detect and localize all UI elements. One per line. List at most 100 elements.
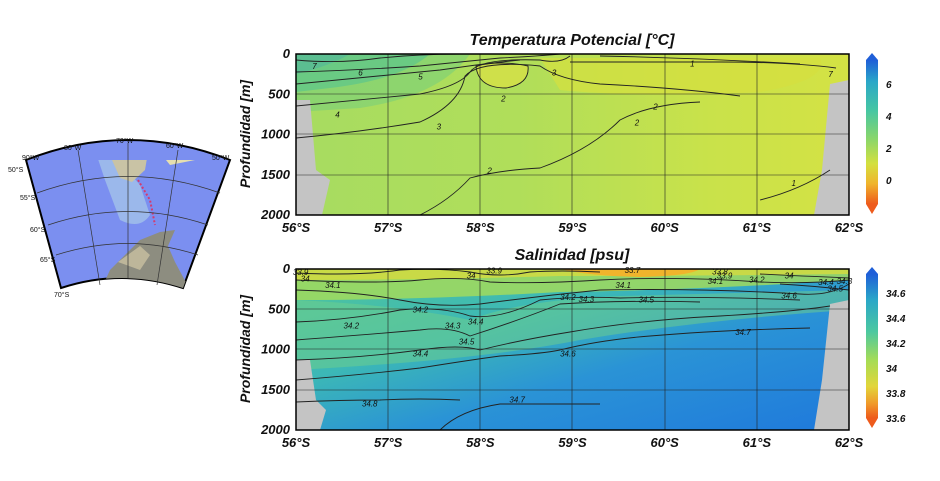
map-lat-label: 50°S bbox=[8, 166, 24, 174]
temperature-cold-lens bbox=[476, 63, 529, 88]
temperature-colorbar-tick-label: 2 bbox=[885, 144, 892, 155]
map-lat-label: 70°S bbox=[54, 291, 70, 299]
temperature-contours bbox=[296, 54, 837, 215]
temperature-y-tick-label: 0 bbox=[283, 46, 291, 61]
salinity-frame bbox=[295, 268, 850, 431]
salinity-y-tick-label: 0 bbox=[283, 261, 291, 276]
temperature-ticks: 56°S 57°S 58°S 59°S 60°S 61°S 62°S 0 500 1000 1500… bbox=[260, 46, 863, 235]
salinity-x-tick-label: 60°S bbox=[650, 435, 679, 450]
salinity-contour-label: 34.1 bbox=[615, 281, 631, 290]
salinity-colorbar-tick-label: 34.6 bbox=[886, 289, 906, 300]
salinity-y-tick-label: 500 bbox=[268, 301, 290, 316]
temperature-contour-label: 7 bbox=[828, 70, 833, 79]
salinity-contour-label: 34.2 bbox=[560, 293, 576, 302]
temperature-contour-label: 3 bbox=[437, 122, 442, 131]
salinity-contour-label: 33.9 bbox=[486, 267, 502, 276]
temperature-title: Temperatura Potencial [°C] bbox=[470, 32, 676, 49]
salinity-contour-label: 34 bbox=[785, 271, 794, 280]
map-lon-label: 70°W bbox=[116, 137, 134, 145]
temperature-x-tick-label: 61°S bbox=[743, 220, 772, 235]
temperature-bathymetry-right bbox=[814, 80, 849, 215]
temperature-y-tick-label: 500 bbox=[268, 86, 290, 101]
salinity-x-tick-label: 61°S bbox=[743, 435, 772, 450]
temperature-grid bbox=[296, 54, 849, 215]
salinity-contour-label: 34.6 bbox=[781, 292, 797, 301]
salinity-colorbar-tick-label: 34.4 bbox=[886, 314, 906, 325]
salinity-contour-label: 34.4 bbox=[413, 350, 429, 359]
temperature-colorbar-tick-label: 6 bbox=[886, 80, 892, 91]
temperature-y-tick-label: 1000 bbox=[261, 127, 291, 142]
temperature-contour-label: 1 bbox=[791, 179, 795, 188]
temperature-field bbox=[296, 54, 849, 215]
temperature-panel: Temperatura Potencial [°C] Profundidad [… bbox=[237, 32, 892, 235]
map-land-south-america bbox=[110, 160, 150, 182]
temperature-contour-label: 5 bbox=[418, 73, 423, 82]
salinity-contour-label: 34.4 bbox=[818, 278, 834, 287]
temperature-bathymetry-left bbox=[296, 100, 330, 215]
temperature-x-tick-label: 56°S bbox=[282, 220, 311, 235]
salinity-contour-label: 34.7 bbox=[735, 328, 751, 337]
salinity-colorbar-bottom bbox=[866, 418, 878, 428]
salinity-x-tick-label: 62°S bbox=[835, 435, 864, 450]
map-land-peninsula bbox=[118, 246, 150, 270]
salinity-colorbar-tick-label: 34 bbox=[886, 364, 898, 375]
salinity-colorbar bbox=[866, 274, 878, 418]
salinity-contour-label: 34.5 bbox=[459, 337, 475, 346]
map-graticule bbox=[36, 143, 221, 286]
salinity-x-tick-label: 57°S bbox=[374, 435, 403, 450]
temperature-colorbar-tick-label: 4 bbox=[885, 112, 892, 123]
temperature-contour-label: 6 bbox=[358, 69, 363, 78]
salinity-colorbar-tick-label: 34.2 bbox=[886, 339, 906, 350]
salinity-y-tick-label: 1500 bbox=[261, 382, 291, 397]
salinity-contour-label: 34.3 bbox=[579, 295, 595, 304]
map-lat-label: 65°S bbox=[40, 256, 56, 264]
salinity-colorbar-ticks: 34.6 34.4 34.2 34 33.8 33.6 bbox=[886, 289, 906, 425]
salinity-contour-label: 33.8 bbox=[712, 267, 728, 276]
salinity-grid bbox=[296, 269, 849, 430]
map-lon-label: 90°W bbox=[22, 154, 40, 162]
salinity-title: Salinidad [psu] bbox=[515, 247, 630, 264]
temperature-x-tick-label: 59°S bbox=[558, 220, 587, 235]
salinity-colorbar-tick-label: 33.6 bbox=[886, 414, 906, 425]
map-lat-label: 55°S bbox=[20, 194, 36, 202]
temperature-y-tick-label: 2000 bbox=[260, 207, 291, 222]
temperature-colorbar-bottom bbox=[866, 204, 878, 214]
salinity-panel: Salinidad [psu] Profundidad [m] bbox=[237, 247, 906, 450]
temperature-colorbar-ticks: 6 4 2 0 bbox=[885, 80, 892, 187]
salinity-mid-band bbox=[296, 290, 849, 370]
salinity-ylabel: Profundidad [m] bbox=[237, 294, 253, 403]
salinity-colorbar-tick-label: 33.8 bbox=[886, 389, 906, 400]
temperature-contour-label: 2 bbox=[634, 118, 640, 127]
temperature-contour-label: 2 bbox=[486, 167, 492, 176]
map-shelf bbox=[95, 160, 150, 224]
map-lon-label: 50°W bbox=[212, 154, 230, 162]
temperature-y-tick-label: 1500 bbox=[261, 167, 291, 182]
temperature-x-tick-label: 62°S bbox=[835, 220, 864, 235]
temperature-colorbar-top bbox=[866, 53, 878, 60]
salinity-x-tick-label: 59°S bbox=[558, 435, 587, 450]
salinity-contour-label: 34.6 bbox=[560, 350, 576, 359]
temperature-contour-labels: 7 6 5 4 3 2 3 1 2 2 2 1 7 bbox=[312, 60, 833, 188]
salinity-contour-label: 33.7 bbox=[625, 266, 641, 275]
temperature-contour-label: 2 bbox=[500, 94, 506, 103]
salinity-contours bbox=[296, 269, 849, 430]
salinity-contour-label: 34.8 bbox=[362, 399, 378, 408]
map-lat-label: 60°S bbox=[30, 226, 46, 234]
temperature-contour-label: 3 bbox=[552, 69, 557, 78]
temperature-x-tick-label: 58°S bbox=[466, 220, 495, 235]
salinity-contour-label: 34.1 bbox=[708, 277, 724, 286]
salinity-x-tick-label: 58°S bbox=[466, 435, 495, 450]
salinity-contour-label: 33.9 bbox=[293, 268, 309, 277]
salinity-contour-label: 34.3 bbox=[445, 321, 461, 330]
temperature-mid-band bbox=[296, 54, 470, 112]
map-lon-label: 60°W bbox=[166, 142, 184, 150]
salinity-contour-label: 34.2 bbox=[749, 275, 765, 284]
temperature-x-tick-label: 57°S bbox=[374, 220, 403, 235]
map-lon-label: 80°W bbox=[64, 144, 82, 152]
temperature-frame bbox=[295, 53, 850, 216]
temperature-cold-band bbox=[540, 58, 822, 95]
temperature-colorbar-tick-label: 0 bbox=[886, 176, 892, 187]
salinity-contour-label: 34.5 bbox=[638, 296, 654, 305]
